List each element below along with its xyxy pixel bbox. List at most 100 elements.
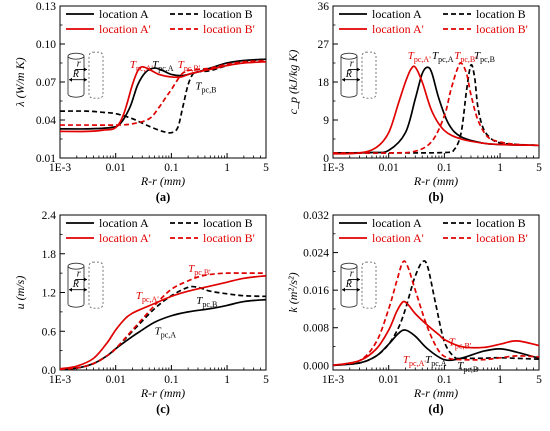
legend-label: location A bbox=[99, 216, 149, 230]
tpc-subscript: pc,B' bbox=[184, 64, 201, 73]
arrow-head bbox=[69, 77, 72, 82]
tpc-subscript: pc,A bbox=[438, 55, 454, 64]
tpc-subscript: pc,B' bbox=[460, 55, 477, 64]
tpc-annotation: Tpc,B bbox=[196, 295, 217, 309]
series-line-locationb bbox=[333, 62, 539, 154]
tpc-annotation: Tpc,A' bbox=[403, 354, 426, 368]
panel-d: 1E-3 0.01 0.1 1 5 0.000 0.008 0.016 0.024 0.032 R-… bbox=[286, 210, 542, 416]
y-tick-label: 0 bbox=[323, 153, 329, 165]
inset-R-label: R bbox=[345, 69, 352, 80]
y-tick-label: 18 bbox=[318, 77, 330, 89]
panel-label: (d) bbox=[428, 402, 443, 416]
tpc-subscript: pc,A' bbox=[409, 359, 426, 368]
x-tick-label: 0.1 bbox=[164, 162, 179, 174]
inset-R-label: R bbox=[72, 69, 79, 80]
x-tick-label: 5 bbox=[263, 374, 269, 386]
x-tick-label: 5 bbox=[263, 162, 269, 174]
legend-label: location B bbox=[476, 7, 526, 21]
y-tick-label: 0.10 bbox=[36, 39, 56, 51]
tpc-letter: T bbox=[196, 295, 203, 307]
legend-label: location A bbox=[372, 216, 422, 230]
tpc-annotation: Tpc,A bbox=[155, 325, 177, 339]
tpc-letter: T bbox=[152, 59, 159, 71]
legend-label: location A bbox=[99, 7, 149, 21]
x-tick-label: 0.01 bbox=[379, 162, 399, 174]
inset-r-label: r bbox=[77, 59, 81, 70]
tpc-annotation: Tpc,A' bbox=[130, 59, 153, 73]
cylinder-dashed-outline bbox=[361, 261, 377, 309]
tpc-letter: T bbox=[457, 360, 464, 372]
tpc-annotation: Tpc,B' bbox=[449, 337, 472, 351]
tpc-letter: T bbox=[425, 354, 432, 366]
tpc-letter: T bbox=[130, 59, 137, 71]
tpc-letter: T bbox=[155, 325, 162, 337]
series-line-locationb bbox=[333, 260, 539, 367]
series-line-locationa bbox=[60, 274, 266, 370]
x-tick-label: 1 bbox=[497, 162, 503, 174]
cylinder-dashed-outline bbox=[88, 51, 104, 99]
x-tick-label: 5 bbox=[536, 374, 542, 386]
legend-label: location A bbox=[372, 7, 422, 21]
series-line-locationa bbox=[60, 60, 266, 133]
cylinder-inset: rR bbox=[67, 261, 104, 309]
tpc-subscript: pc,B bbox=[202, 86, 217, 95]
tpc-subscript: pc,A bbox=[161, 330, 177, 339]
y-tick-label: 0.07 bbox=[36, 77, 56, 89]
tpc-subscript: pc,A' bbox=[136, 64, 153, 73]
tpc-annotation: Tpc,A bbox=[425, 354, 447, 368]
series-line-locationb bbox=[333, 260, 539, 367]
arrow-head bbox=[357, 277, 360, 282]
tpc-subscript: pc,B bbox=[480, 55, 495, 64]
arrow-head bbox=[342, 77, 345, 82]
panel-label: (b) bbox=[428, 190, 443, 204]
panel-b: 1E-3 0.01 0.1 1 5 0 9 18 27 36 R-r (mm) c_p (kJ/kg … bbox=[286, 1, 542, 204]
x-tick-label: 5 bbox=[536, 162, 542, 174]
legend-label: location B' bbox=[476, 231, 528, 245]
inset-r-label: r bbox=[350, 59, 354, 70]
arrow-head bbox=[69, 287, 72, 292]
legend-label: location B' bbox=[476, 22, 528, 36]
arrow-head bbox=[357, 287, 360, 292]
y-tick-label: 0.04 bbox=[36, 115, 56, 127]
series-line-locationb bbox=[60, 272, 266, 370]
tpc-subscript: pc,A bbox=[431, 359, 447, 368]
cylinder-dashed-outline bbox=[88, 261, 104, 309]
y-tick-label: 0.01 bbox=[36, 153, 56, 165]
y-tick-label: 1.8 bbox=[42, 249, 57, 261]
y-axis-label: λ (W/m K) bbox=[13, 57, 27, 107]
legend-label: location A' bbox=[372, 22, 424, 36]
cylinder-bottom bbox=[67, 94, 85, 98]
series-line-locationb bbox=[333, 63, 539, 154]
y-tick-label: 0.024 bbox=[303, 248, 329, 260]
y-axis-label: u (m/s) bbox=[13, 276, 27, 310]
tpc-letter: T bbox=[408, 50, 415, 62]
y-axis-label: k (m²/s²) bbox=[286, 272, 300, 312]
series-line-locationb bbox=[60, 58, 266, 134]
y-tick-label: 9 bbox=[323, 115, 329, 127]
tpc-subscript: pc,B' bbox=[455, 342, 472, 351]
tpc-annotation: Tpc,B' bbox=[454, 50, 477, 64]
cylinder-inset: rR bbox=[340, 51, 377, 99]
series-line-locationb bbox=[60, 59, 266, 127]
x-tick-label: 1E-3 bbox=[322, 374, 345, 386]
cylinder-bottom bbox=[67, 303, 85, 308]
panel-label: (c) bbox=[156, 402, 170, 416]
x-axis-label: R-r (mm) bbox=[413, 386, 458, 400]
y-tick-label: 0.032 bbox=[303, 210, 329, 222]
x-tick-label: 0.01 bbox=[106, 374, 126, 386]
tpc-letter: T bbox=[188, 263, 195, 275]
tpc-subscript: pc,A bbox=[158, 64, 174, 73]
x-tick-label: 1E-3 bbox=[49, 162, 72, 174]
arrow-head bbox=[357, 77, 360, 82]
series-line-locationa bbox=[333, 65, 539, 155]
y-axis-label: c_p (kJ/kg K) bbox=[286, 50, 300, 115]
tpc-letter: T bbox=[449, 337, 456, 349]
x-tick-label: 0.01 bbox=[106, 162, 126, 174]
x-tick-label: 0.1 bbox=[437, 162, 452, 174]
y-tick-label: 0.0 bbox=[42, 365, 57, 377]
x-axis-label: R-r (mm) bbox=[140, 174, 185, 188]
tpc-annotation: Tpc,B bbox=[457, 360, 478, 374]
tpc-annotation: Tpc,B bbox=[195, 81, 216, 95]
x-tick-label: 1E-3 bbox=[49, 374, 72, 386]
